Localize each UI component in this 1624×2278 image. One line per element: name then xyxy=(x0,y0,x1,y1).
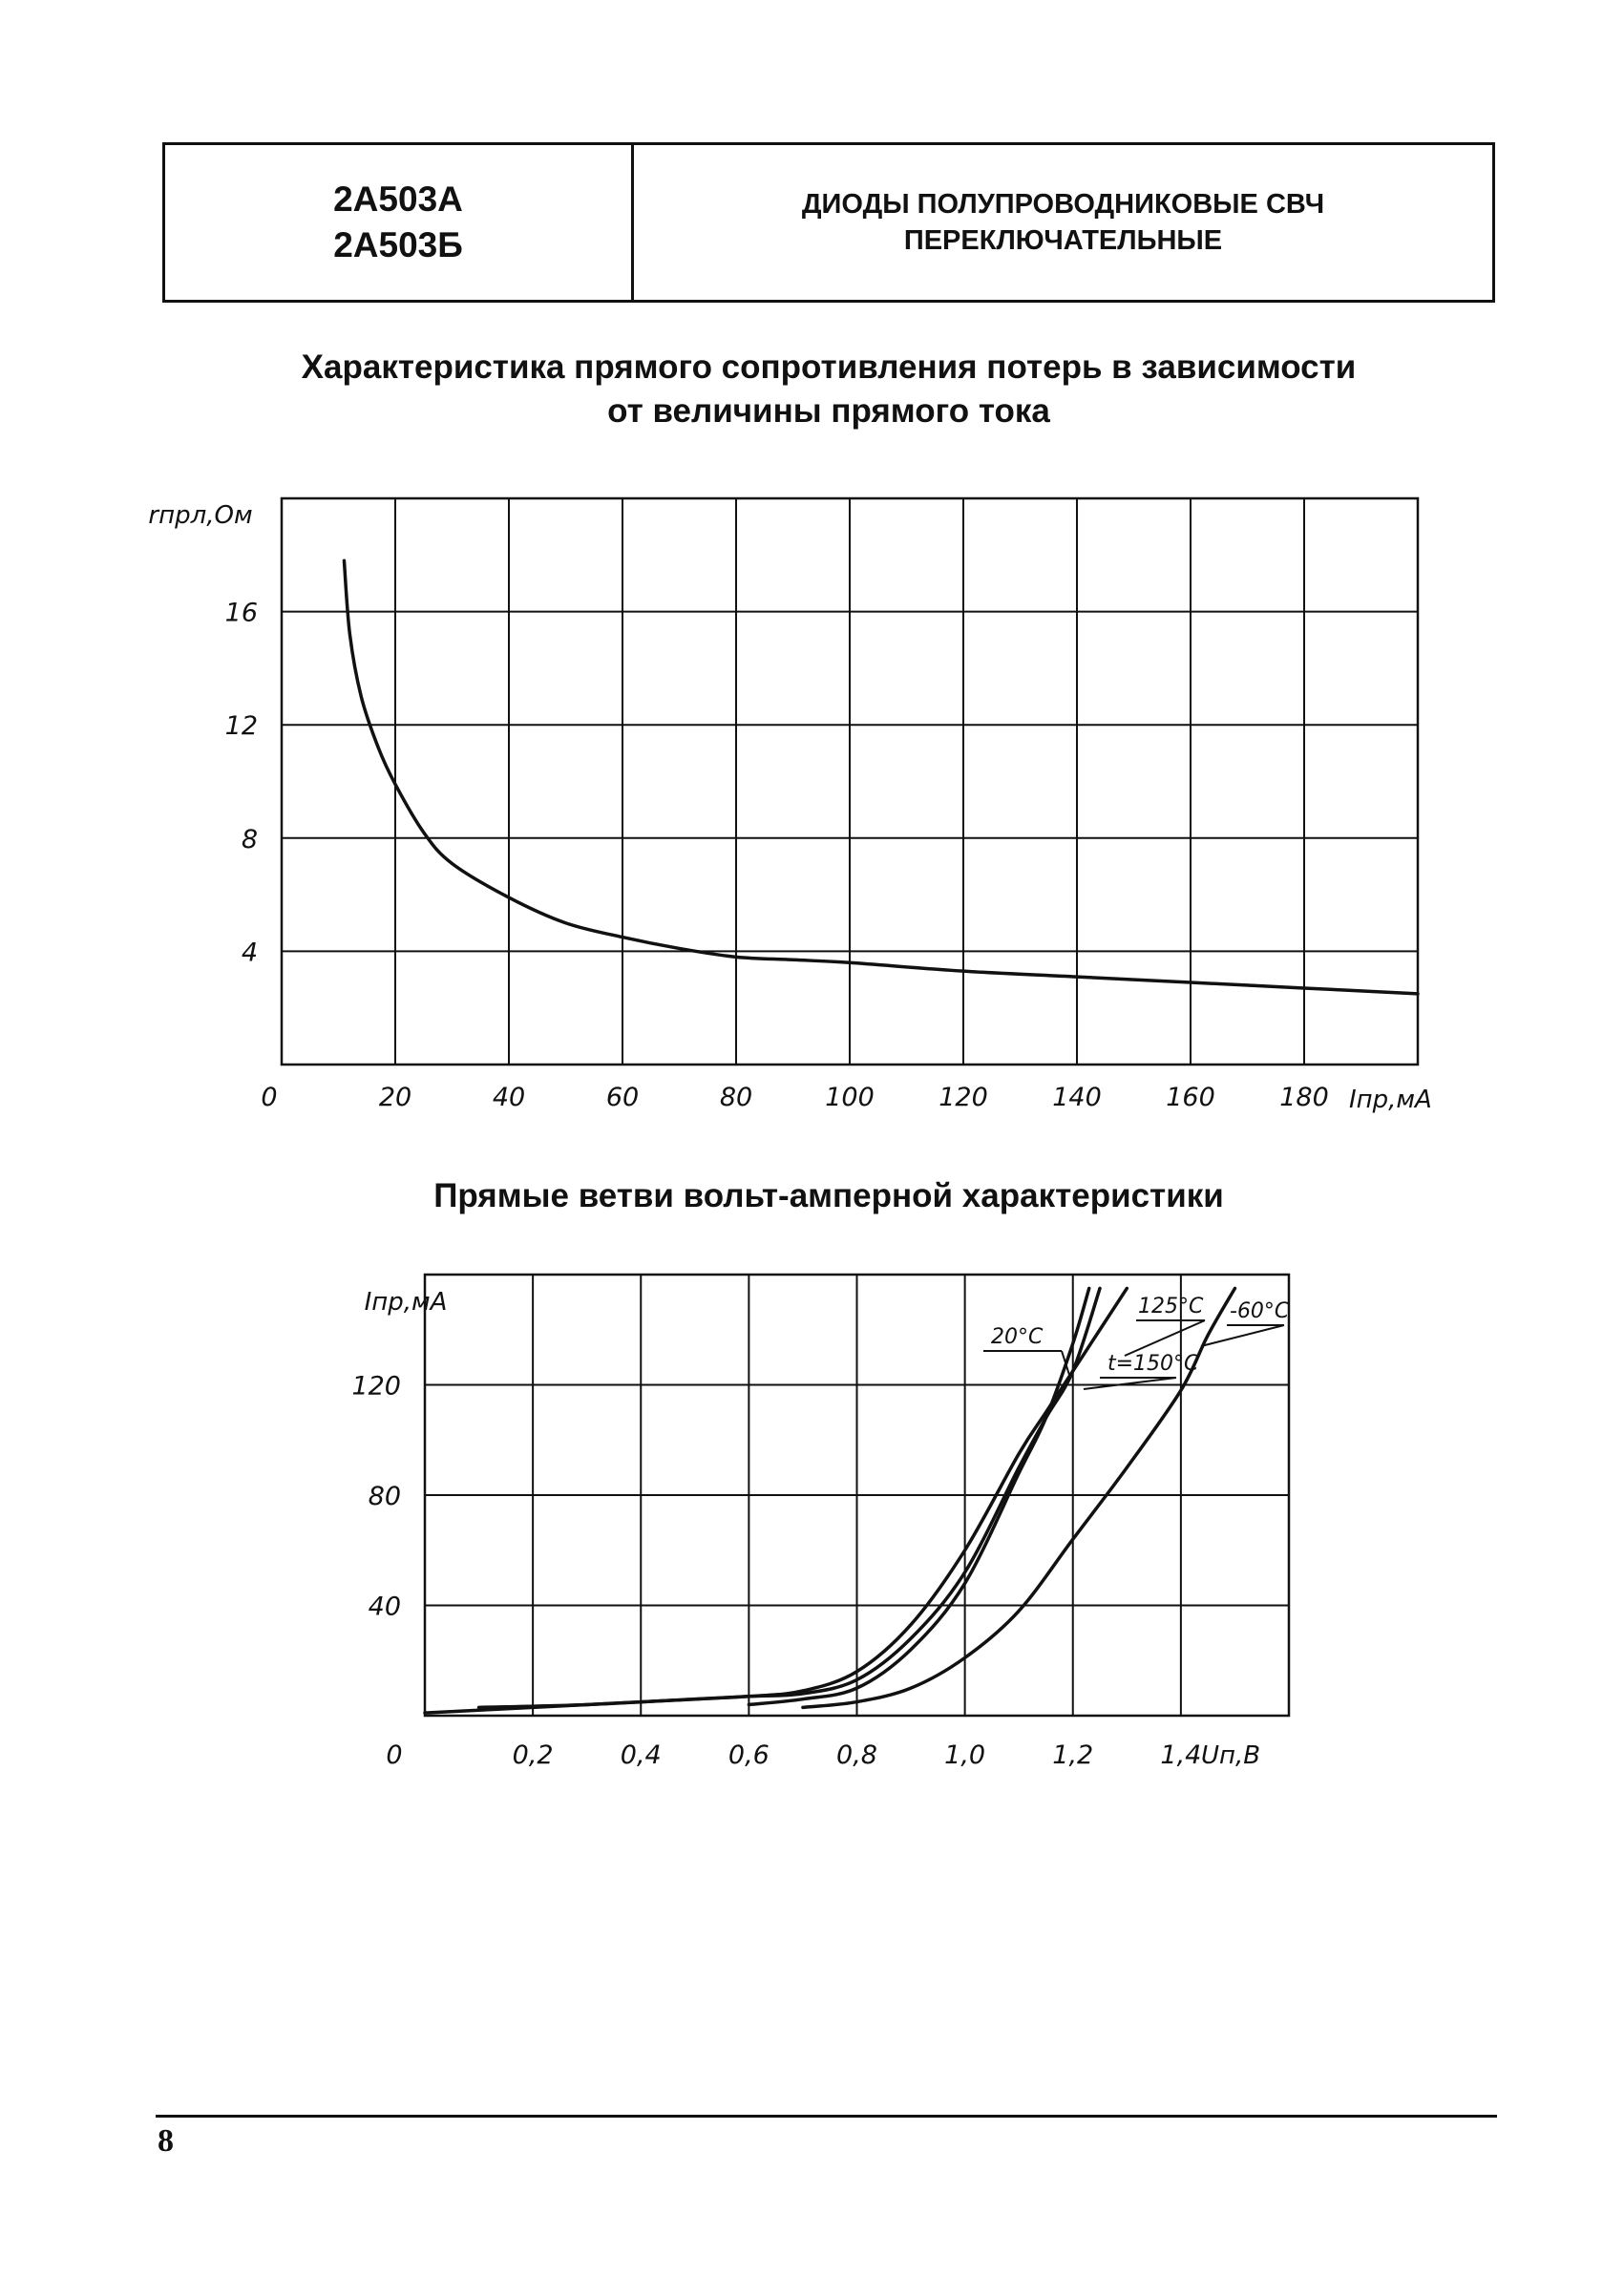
c2-series-label: t=150°C xyxy=(1107,1352,1199,1376)
device-codes: 2А503А 2А503Б xyxy=(165,145,634,300)
c1-x-tick-label: 120 xyxy=(939,1083,988,1112)
c2-y-tick-label: 40 xyxy=(369,1592,401,1622)
c2-x-tick-label: 0,4 xyxy=(621,1740,662,1770)
c1-series-line-0 xyxy=(342,559,1420,996)
c1-x-axis-label: Iпр,мА xyxy=(1349,1086,1432,1114)
c2-y-axis-label: Iпр,мА xyxy=(365,1288,448,1317)
c2-series-line-3 xyxy=(801,1286,1237,1710)
c2-series-label: -60°C xyxy=(1230,1299,1290,1323)
c2-x-tick-label: 0,8 xyxy=(836,1740,877,1770)
footer-divider xyxy=(156,2115,1497,2118)
document-header: 2А503А 2А503Б ДИОДЫ ПОЛУПРОВОДНИКОВЫЕ СВ… xyxy=(162,142,1495,303)
c1-x-tick-label: 80 xyxy=(720,1083,752,1112)
c1-y-tick-label: 4 xyxy=(242,938,258,967)
c2-series-label: 125°C xyxy=(1138,1295,1204,1318)
c2-x-tick-label: 1,0 xyxy=(944,1740,985,1770)
c2-annotation-leader xyxy=(1061,1350,1070,1376)
page-number: 8 xyxy=(158,2123,174,2159)
c2-x-tick-label: 0 xyxy=(386,1740,402,1770)
c1-x-tick-label: 20 xyxy=(379,1083,411,1112)
c2-y-tick-label: 120 xyxy=(351,1372,401,1402)
c2-series-line-0 xyxy=(423,1286,1129,1715)
c2-x-tick-label: 0,2 xyxy=(513,1740,554,1770)
c2-y-tick-label: 80 xyxy=(369,1482,401,1511)
c2-series-label: 20°C xyxy=(991,1325,1044,1349)
c2-x-tick-label: 1,2 xyxy=(1052,1740,1093,1770)
c1-y-tick-label: 12 xyxy=(225,711,258,741)
c2-series-line-2 xyxy=(747,1286,1091,1707)
document-title-line2: ПЕРЕКЛЮЧАТЕЛЬНЫЕ xyxy=(903,225,1223,256)
chart2-title: Прямые ветви вольт-амперной характеристи… xyxy=(433,1177,1224,1214)
document-title-line1: ДИОДЫ ПОЛУПРОВОДНИКОВЫЕ СВЧ xyxy=(801,189,1325,220)
c1-x-tick-label: 140 xyxy=(1052,1083,1102,1112)
c2-x-axis-label: Uп,В xyxy=(1201,1741,1260,1770)
c1-x-tick-label: 40 xyxy=(493,1083,525,1112)
device-code-a: 2А503А xyxy=(333,179,463,219)
c2-x-tick-label: 0,6 xyxy=(728,1740,770,1770)
c2-annotation-leader xyxy=(1083,1377,1177,1390)
c1-y-tick-label: 16 xyxy=(225,599,258,628)
c1-x-tick-label: 180 xyxy=(1279,1083,1329,1112)
c2-annotation-leader xyxy=(1200,1324,1285,1347)
c1-x-tick-label: 160 xyxy=(1166,1083,1215,1112)
device-code-b: 2А503Б xyxy=(333,225,463,264)
c2-x-tick-label: 1,4 xyxy=(1160,1740,1201,1770)
c1-x-tick-label: 100 xyxy=(825,1083,875,1112)
c1-x-tick-label: 60 xyxy=(606,1083,639,1112)
c2-annotation-leader xyxy=(1124,1319,1206,1357)
c1-y-tick-label: 8 xyxy=(242,825,258,854)
chart1-title-line1: Характеристика прямого сопротивления пот… xyxy=(301,348,1357,386)
chart1-title: Характеристика прямого сопротивления пот… xyxy=(162,346,1495,433)
document-title: ДИОДЫ ПОЛУПРОВОДНИКОВЫЕ СВЧ ПЕРЕКЛЮЧАТЕЛ… xyxy=(634,145,1492,300)
chart1-title-line2: от величины прямого тока xyxy=(607,392,1050,430)
c1-x-tick-label: 0 xyxy=(261,1083,277,1112)
c1-y-axis-label: rпрл,Ом xyxy=(148,501,252,530)
